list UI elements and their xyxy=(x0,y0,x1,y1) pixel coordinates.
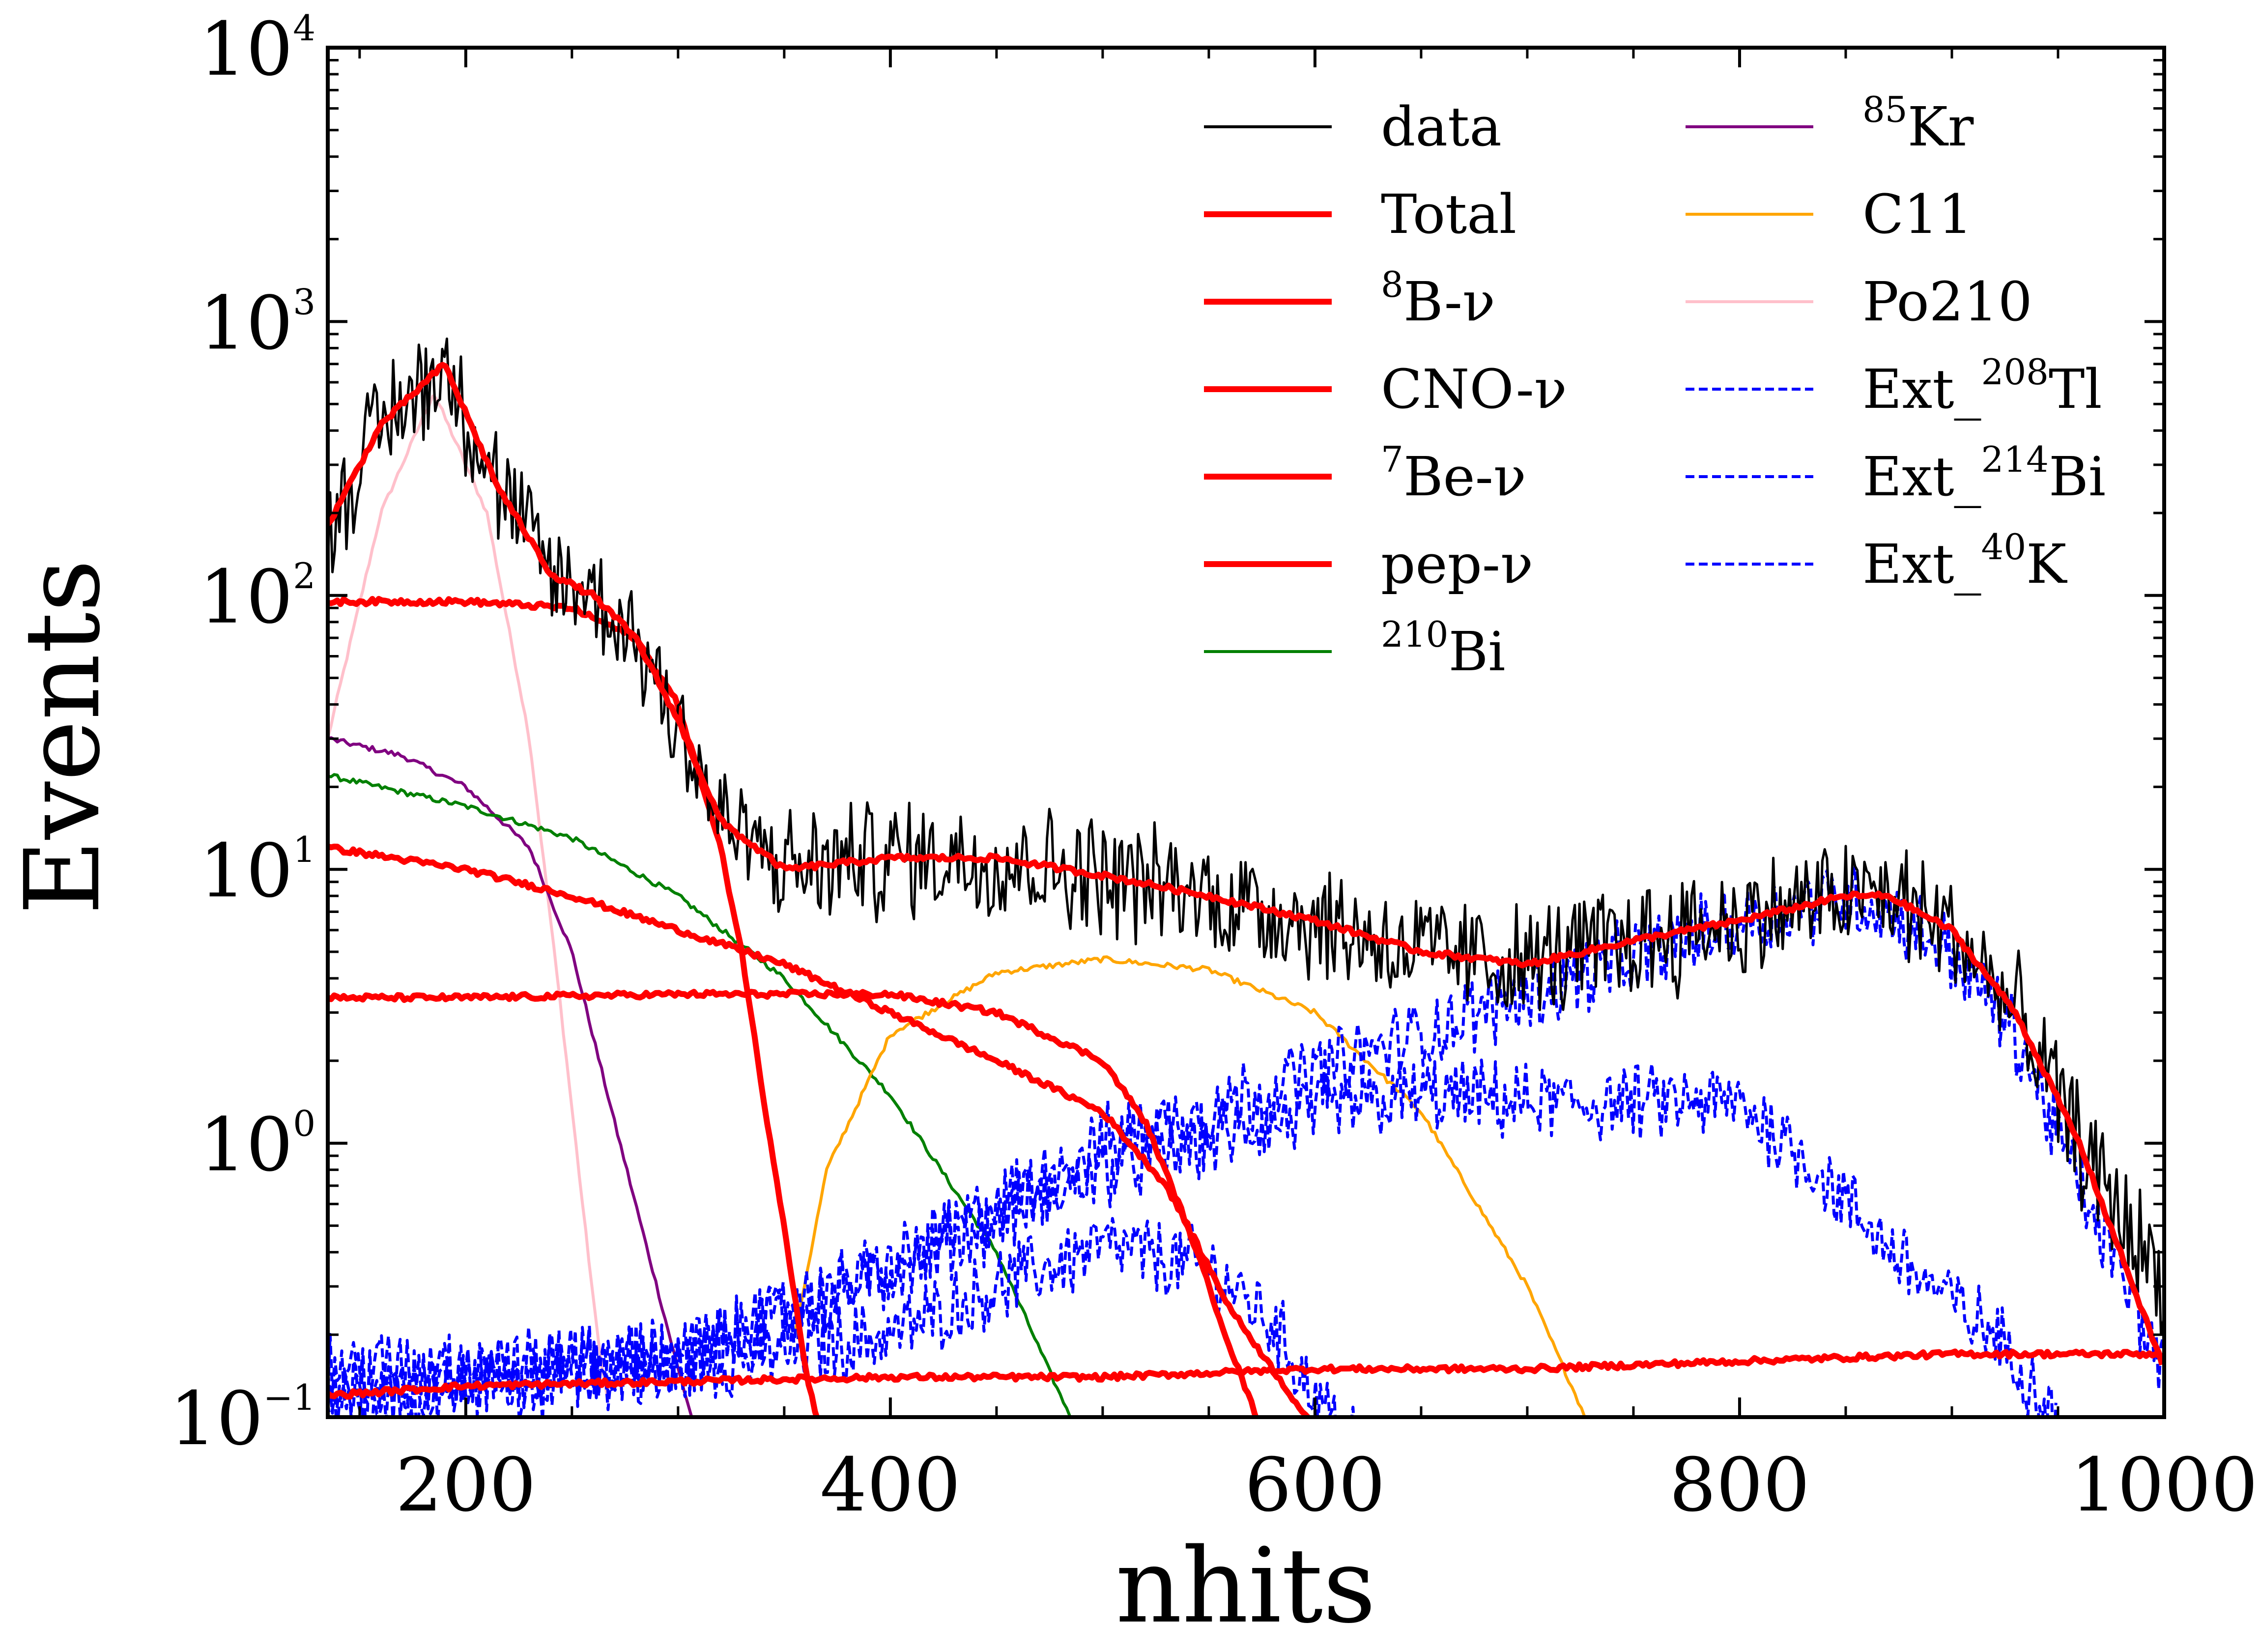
legend-label-c11: C11 xyxy=(1862,183,1973,246)
x-axis-label: nhits xyxy=(1116,1526,1376,1646)
legend-label-b8: 8B-ν xyxy=(1381,264,1495,333)
series-line-kr85 xyxy=(328,736,693,1417)
legend-label-total: Total xyxy=(1381,183,1516,246)
legend-label-tl208: Ext_208Tl xyxy=(1862,351,2102,421)
ticks-layer: 200 400 600 800 1000 10−1 100 101 102 103 104 xyxy=(170,7,2258,1528)
series-line-total xyxy=(328,362,2164,1366)
legend-label-data: data xyxy=(1381,95,1502,158)
y-tick-label: 104 xyxy=(199,7,315,92)
legend-label-be7: 7Be-ν xyxy=(1381,439,1526,508)
x-tick-label: 200 xyxy=(396,1443,536,1528)
series-line-po210 xyxy=(328,395,610,1403)
legend-label-k40: Ext_40K xyxy=(1862,526,2067,596)
legend-label-bi214: Ext_214Bi xyxy=(1862,439,2106,508)
x-tick-label: 800 xyxy=(1669,1443,1810,1528)
x-tick-label: 600 xyxy=(1245,1443,1385,1528)
x-tick-label: 400 xyxy=(820,1443,961,1528)
axes-layer xyxy=(326,46,2166,1419)
series-line-c11 xyxy=(793,955,1587,1417)
y-tick-label: 102 xyxy=(199,555,315,640)
series-line-cno xyxy=(328,843,1312,1417)
series-layer xyxy=(328,337,2164,1417)
legend-label-po210: Po210 xyxy=(1862,270,2032,333)
legend-label-kr85: 85Kr xyxy=(1862,89,1974,158)
series-line-bi214 xyxy=(328,1058,2058,1417)
series-line-bi210 xyxy=(328,773,1074,1417)
plot-frame xyxy=(326,46,2166,1419)
legend-label-pep: pep-ν xyxy=(1381,533,1533,596)
y-tick-label: 103 xyxy=(199,281,315,366)
series-line-data xyxy=(328,337,2164,1336)
series-line-k40 xyxy=(328,1217,1355,1417)
y-tick-label: 101 xyxy=(199,828,315,914)
y-tick-label: 10−1 xyxy=(170,1376,315,1462)
legend-label-cno: CNO-ν xyxy=(1381,358,1567,421)
series-line-pep xyxy=(328,988,1259,1417)
y-tick-label: 100 xyxy=(199,1103,315,1188)
legend-label-bi210: 210Bi xyxy=(1381,614,1505,683)
legend: data Total 8B-ν CNO-ν 7Be-ν pep-ν 210Bi 85Kr C11… xyxy=(1204,89,2106,683)
y-axis-label: Events xyxy=(2,559,123,915)
x-tick-label: 1000 xyxy=(2070,1443,2258,1528)
series-line-b8 xyxy=(328,1348,2162,1400)
